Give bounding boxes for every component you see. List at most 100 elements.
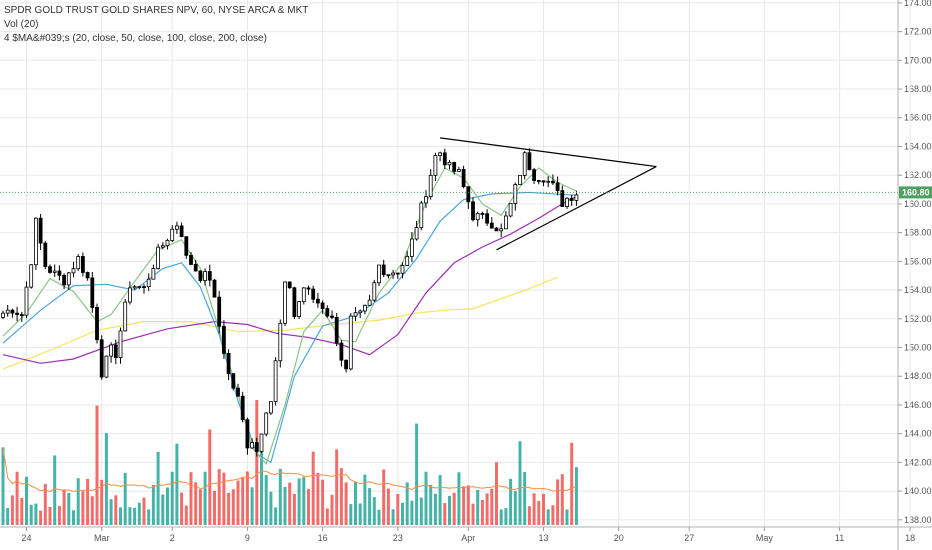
candle-body	[400, 265, 405, 274]
candle-body	[193, 264, 198, 272]
volume-bar	[123, 472, 127, 525]
volume-bar	[405, 482, 409, 525]
candle-body	[546, 180, 551, 183]
volume-bar	[532, 493, 536, 525]
candle-body	[522, 152, 527, 176]
volume-bar	[10, 495, 14, 525]
y-tick-label: 138.00	[904, 515, 932, 525]
volume-bar	[527, 506, 531, 525]
candle-body	[146, 278, 151, 288]
volume-bar	[236, 480, 240, 525]
candle-body	[57, 270, 62, 276]
volume-bar	[354, 481, 357, 525]
candle-body	[353, 312, 358, 317]
candle-body	[156, 246, 161, 269]
volume-bar	[292, 493, 296, 525]
legend-volume-indicator[interactable]: Vol (20)	[4, 19, 39, 30]
ma100-line	[2, 196, 577, 364]
volume-bar	[556, 479, 560, 525]
volume-bar	[231, 489, 235, 525]
candle-body	[81, 256, 85, 273]
volume-bar	[6, 507, 10, 525]
candle-body	[377, 264, 381, 284]
legend-symbol-title: SPDR GOLD TRUST GOLD SHARES NPV, 60, NYS…	[4, 5, 309, 16]
volume-bar	[363, 474, 367, 525]
candle-body	[372, 282, 377, 301]
volume-bar	[551, 505, 555, 525]
volume-bar	[542, 493, 545, 525]
y-tick-label: 162.00	[904, 170, 932, 180]
volume-bar	[128, 507, 132, 525]
volume-bar	[368, 488, 372, 525]
candle-body	[565, 197, 569, 207]
candle-body	[109, 344, 113, 357]
candle-body	[287, 281, 292, 289]
candle-body	[236, 387, 240, 397]
volume-bar	[114, 495, 118, 525]
volume-bar	[269, 491, 273, 525]
volume-bar	[241, 476, 245, 525]
y-tick-label: 158.00	[904, 228, 932, 238]
volume-bar	[25, 476, 28, 525]
candle-body	[480, 213, 485, 215]
volume-bar	[90, 496, 94, 525]
candle-body	[334, 317, 339, 344]
candle-body	[301, 287, 306, 303]
volume-bar	[386, 488, 390, 525]
candle-body	[527, 152, 532, 171]
volume-bar	[433, 493, 437, 525]
volume-bar	[198, 489, 202, 525]
candle-body	[367, 299, 372, 306]
volume-bar	[302, 477, 306, 525]
y-tick-label: 148.00	[904, 371, 932, 381]
volume-bar	[504, 508, 508, 525]
volume-bar	[137, 502, 141, 525]
legend-ma-indicator[interactable]: 4 $MA&#039;s (20, close, 50, close, 100,…	[4, 33, 267, 44]
volume-bar	[184, 505, 188, 525]
volume-bar	[208, 429, 212, 525]
candle-body	[503, 215, 508, 230]
candle-body	[513, 184, 518, 204]
x-tick-label: May	[756, 533, 774, 543]
candle-body	[358, 310, 363, 314]
candle-body	[62, 274, 66, 286]
volume-bar	[53, 455, 57, 525]
candle-body	[104, 355, 109, 378]
candle-body	[489, 222, 494, 229]
candle-body	[34, 217, 38, 266]
candle-body	[348, 315, 353, 370]
volume-bar	[151, 484, 155, 525]
x-tick-label: 16	[318, 533, 328, 543]
trendline[interactable]	[496, 166, 657, 251]
volume-bar	[156, 451, 160, 525]
ma50-line	[2, 191, 577, 464]
candle-body	[386, 274, 391, 277]
candle-body	[292, 287, 297, 318]
candle-body	[339, 342, 344, 361]
candle-body	[499, 228, 504, 232]
candle-body	[151, 268, 156, 280]
volume-bar	[452, 492, 456, 525]
trendline[interactable]	[440, 137, 657, 168]
candle-body	[541, 180, 546, 183]
candle-body	[320, 302, 325, 309]
candle-body	[10, 309, 15, 314]
candle-body	[179, 225, 184, 238]
candle-body	[76, 256, 81, 270]
volume-bar	[490, 488, 494, 525]
candle-body	[433, 155, 438, 176]
volume-bar	[217, 469, 221, 525]
candle-body	[184, 236, 189, 256]
candle-body	[221, 325, 226, 354]
candle-body	[85, 272, 90, 279]
y-tick-label: 144.00	[904, 429, 932, 439]
candle-body	[555, 182, 560, 192]
candle-body	[574, 194, 579, 201]
volume-bar	[335, 449, 339, 525]
candle-body	[24, 286, 29, 316]
volume-bar	[194, 482, 198, 525]
volume-bar	[283, 486, 287, 525]
candle-body	[207, 271, 212, 281]
